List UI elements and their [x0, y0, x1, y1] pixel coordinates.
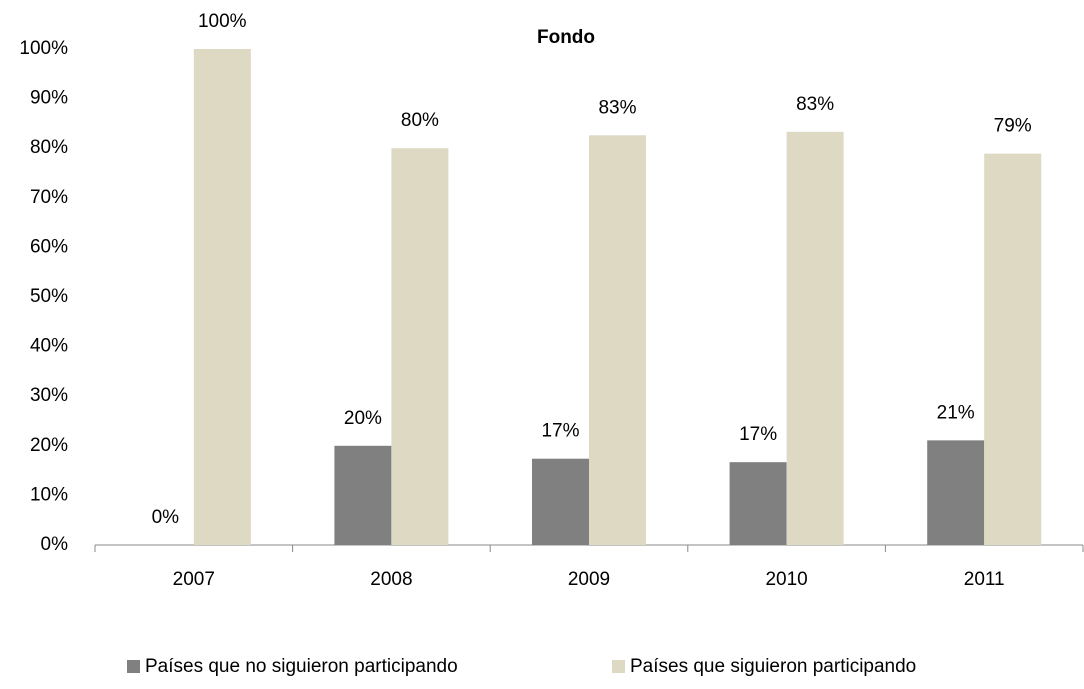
- bar: [589, 135, 646, 545]
- x-tick-label: 2008: [370, 569, 412, 590]
- y-tick-label: 70%: [30, 187, 68, 208]
- data-label: 17%: [541, 421, 579, 442]
- data-label: 100%: [198, 11, 247, 32]
- legend-swatch: [127, 660, 140, 673]
- y-tick-label: 60%: [30, 236, 68, 257]
- bar: [391, 148, 449, 545]
- data-label: 83%: [598, 97, 636, 118]
- x-tick-label: 2007: [173, 569, 215, 590]
- data-label: 20%: [344, 408, 382, 429]
- legend-label: Países que siguieron participando: [630, 656, 916, 677]
- bar: [729, 462, 787, 545]
- data-label: 17%: [739, 424, 777, 445]
- legend-swatch: [612, 660, 625, 673]
- bar: [334, 445, 392, 545]
- y-tick-label: 10%: [30, 484, 68, 505]
- bar: [927, 440, 985, 545]
- y-tick-label: 80%: [30, 137, 68, 158]
- x-tick-label: 2010: [765, 569, 807, 590]
- y-tick-label: 30%: [30, 385, 68, 406]
- bar: [532, 458, 589, 545]
- data-label: 83%: [796, 94, 834, 115]
- x-tick-label: 2009: [568, 569, 610, 590]
- bar: [193, 49, 251, 545]
- data-label: 80%: [401, 110, 439, 131]
- data-label: 21%: [937, 402, 975, 423]
- chart-title: Fondo: [537, 27, 595, 48]
- y-tick-label: 90%: [30, 88, 68, 109]
- y-tick-label: 50%: [30, 286, 68, 307]
- legend-label: Países que no siguieron participando: [145, 656, 458, 677]
- bar: [786, 131, 844, 545]
- y-tick-label: 40%: [30, 336, 68, 357]
- y-tick-label: 0%: [41, 534, 69, 555]
- data-label: 79%: [994, 116, 1032, 137]
- x-tick-label: 2011: [964, 569, 1005, 590]
- y-tick-label: 20%: [30, 435, 68, 456]
- y-tick-label: 100%: [19, 38, 68, 59]
- data-label: 0%: [152, 507, 180, 528]
- bar: [984, 153, 1042, 545]
